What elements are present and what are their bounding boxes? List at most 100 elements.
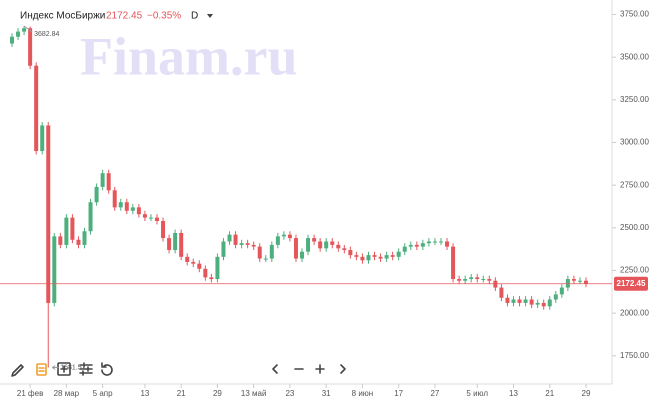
candle-body [70,217,75,240]
candle [396,248,401,261]
add-plus [60,365,68,373]
interval-dropdown[interactable] [207,14,213,18]
candle-body [112,190,117,208]
candle-body [88,202,93,232]
candle [360,253,365,264]
candle-body [167,238,172,251]
candle-body [100,173,105,187]
candle-body [505,297,510,303]
x-tick-label: 28 мар [54,389,80,398]
candle [348,246,353,259]
candle [420,239,425,251]
max-pointer [23,25,33,33]
candle-body [402,246,407,252]
indicators-tool[interactable] [36,363,47,376]
candle [58,232,63,249]
candle-body [584,280,588,284]
candle [203,265,208,281]
y-tick-label: 2750.00 [620,180,649,189]
candle-body [547,299,552,307]
candle-body [481,279,486,281]
candle-body [336,244,341,249]
candle-body [233,234,238,245]
candle-body [360,256,365,261]
candle-body [173,232,178,251]
candle [469,273,474,283]
x-tick-label: 29 [582,389,591,398]
x-tick-label: 13 [140,389,149,398]
candle-body [52,236,57,303]
candle-body [155,217,160,222]
candle [209,273,214,283]
candle-body [293,238,298,259]
candle [100,169,105,191]
candle [227,231,232,245]
last-price-badge [614,276,648,291]
candle-body [493,280,498,288]
candle-body [541,302,546,307]
candle [52,232,57,307]
candle-body [118,202,123,208]
candle [257,243,262,262]
settings-tool[interactable] [79,362,93,376]
candle [517,296,522,307]
candle [457,275,462,285]
candle [487,275,492,285]
candle-body [257,246,262,259]
candle [130,203,135,215]
candle [354,251,359,261]
candle [118,198,123,211]
draw-tool[interactable] [11,364,24,377]
candle-body [142,214,147,218]
x-tick-label: 5 июл [466,389,488,398]
candle-body [281,234,286,237]
candle-body [10,36,14,44]
candle [88,198,93,235]
candle [438,238,443,245]
interval[interactable]: D [191,11,198,22]
candle-body [348,250,353,256]
candle-body [28,28,33,66]
y-tick-label: 2000.00 [620,308,649,317]
candle-body [457,279,462,281]
add-tool[interactable] [57,362,71,376]
zoom-in[interactable] [315,364,325,374]
candle-body [438,241,443,243]
candle-body [22,28,27,32]
candle [16,28,21,41]
candle [112,186,117,211]
candle-body [215,256,220,280]
candle-body [318,241,323,249]
candle-body [529,299,534,305]
scroll-right[interactable] [340,364,346,374]
scroll-left[interactable] [272,364,278,374]
candle-body [445,241,450,247]
candle-body [469,277,474,280]
candle-body [191,261,196,264]
candle [28,26,33,70]
reset-tool[interactable] [101,362,113,376]
x-tick-label: 13 май [241,389,267,398]
candle [324,238,329,252]
candle [547,296,552,310]
candle-body [148,217,153,219]
candle [70,214,75,244]
candle-body [577,280,582,282]
candle-body [58,236,63,245]
candle [523,296,528,307]
candle-body [559,287,564,295]
x-tick-label: 23 [285,389,294,398]
candle [577,277,582,285]
candle [463,275,468,285]
candle [445,238,450,251]
candle-body [179,232,184,257]
y-tick-label: 2500.00 [620,223,649,232]
candle-body [16,31,21,37]
candle [481,275,486,283]
candle [475,273,480,283]
candle [306,234,311,256]
candle [559,284,564,298]
x-tick-label: 21 [545,389,554,398]
candle [94,183,99,206]
candle-body [203,268,208,278]
